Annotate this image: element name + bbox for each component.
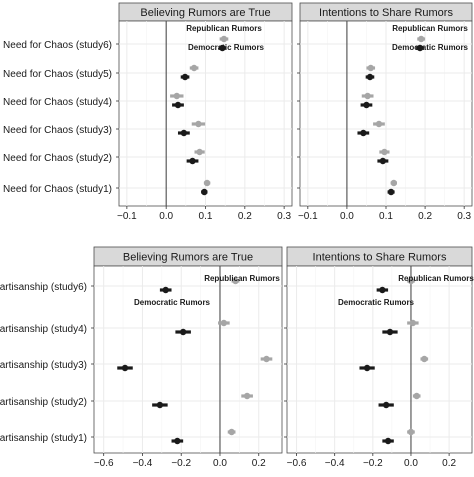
republican-point (173, 92, 180, 100)
republican-rumors-annotation: Republican Rumors (398, 274, 474, 283)
democratic-point (360, 129, 367, 137)
republican-rumors-annotation: Republican Rumors (392, 24, 468, 33)
x-tick-label: 0.1 (379, 211, 393, 222)
x-tick-label: 0.2 (252, 458, 266, 469)
x-tick-label: −0.2 (171, 458, 191, 469)
republican-rumors-annotation: Republican Rumors (204, 274, 280, 283)
democratic-point (174, 101, 182, 109)
republican-point (381, 148, 388, 156)
republican-point (390, 179, 398, 187)
republican-point (243, 392, 251, 400)
x-tick-label: 0.2 (238, 211, 252, 222)
y-category-label: Partisanship (study6) (0, 282, 87, 293)
republican-point (195, 120, 202, 128)
y-category-label: Need for Chaos (study1) (3, 184, 112, 195)
democratic-point (201, 188, 208, 196)
republican-rumors-annotation: Republican Rumors (186, 24, 262, 33)
x-tick-label: −0.6 (287, 458, 307, 469)
panel-1: Believing Rumors are True −0.1 0.0 0.1 0.2 0.… (3, 2, 293, 222)
x-tick-label: 0.0 (213, 458, 227, 469)
x-tick-label: 0.3 (277, 211, 291, 222)
democratic-point (174, 437, 181, 445)
y-category-label: Need for Chaos (study5) (3, 69, 112, 80)
panel-title: Believing Rumors are True (140, 7, 270, 19)
y-category-label: Partisanship (study2) (0, 397, 87, 408)
republican-point (364, 92, 371, 100)
democratic-point (219, 44, 226, 52)
republican-point (417, 35, 425, 43)
republican-point (228, 428, 235, 436)
democratic-point (387, 188, 395, 196)
x-tick-label: −0.1 (117, 211, 137, 222)
x-tick-label: 0.2 (442, 458, 456, 469)
y-category-label: Need for Chaos (study2) (3, 153, 112, 164)
x-tick-label: −0.4 (325, 458, 345, 469)
panel-title: Believing Rumors are True (123, 252, 253, 264)
panel-3: Believing Rumors are True −0.6 −0.4 −0.2 0.0… (0, 246, 283, 469)
x-tick-label: −0.1 (298, 211, 318, 222)
republican-point (190, 64, 198, 72)
x-tick-label: 0.1 (199, 211, 213, 222)
republican-point (407, 428, 415, 436)
republican-point (407, 277, 415, 285)
democratic-point (382, 401, 390, 409)
democratic-rumors-annotation: Democratic Rumors (134, 298, 211, 307)
democratic-rumors-annotation: Democratic Rumors (338, 298, 415, 307)
republican-point (220, 319, 228, 327)
democratic-point (363, 364, 371, 372)
democratic-point (366, 73, 374, 81)
democratic-point (416, 44, 424, 52)
democratic-point (363, 101, 370, 109)
democratic-point (179, 328, 187, 336)
democratic-point (181, 73, 189, 81)
republican-point (409, 319, 417, 327)
panel-2: Intentions to Share Rumors −0.1 0.0 0.1 0.2 0… (297, 2, 473, 222)
republican-point (263, 355, 270, 363)
panel-title: Intentions to Share Rumors (313, 252, 447, 264)
x-tick-label: 0.2 (418, 211, 432, 222)
republican-point (232, 277, 239, 285)
y-category-label: Partisanship (study3) (0, 360, 87, 371)
democratic-point (379, 286, 386, 294)
y-category-label: Need for Chaos (study3) (3, 125, 112, 136)
y-category-label: Partisanship (study4) (0, 324, 87, 335)
democratic-point (156, 401, 164, 409)
republican-point (375, 120, 383, 128)
y-category-label: Need for Chaos (study6) (3, 40, 112, 51)
y-category-label: Partisanship (study1) (0, 433, 87, 444)
democratic-point (189, 157, 196, 165)
democratic-point (162, 286, 169, 294)
x-tick-label: −0.4 (133, 458, 153, 469)
x-tick-label: 0.3 (457, 211, 471, 222)
x-tick-label: −0.6 (94, 458, 114, 469)
y-category-label: Need for Chaos (study4) (3, 97, 112, 108)
panel-4: Intentions to Share Rumors −0.6 −0.4 −0.2 0.… (284, 246, 474, 469)
republican-point (203, 179, 211, 187)
x-tick-label: 0.0 (340, 211, 354, 222)
democratic-point (384, 437, 392, 445)
democratic-point (379, 157, 387, 165)
x-tick-label: 0.0 (404, 458, 418, 469)
democratic-rumors-annotation: Democratic Rumors (392, 43, 469, 52)
republican-point (367, 64, 374, 72)
democratic-rumors-annotation: Democratic Rumors (188, 43, 265, 52)
panel-title: Intentions to Share Rumors (319, 7, 453, 19)
republican-point (196, 148, 203, 156)
x-tick-label: −0.2 (363, 458, 383, 469)
plot-area (93, 265, 283, 454)
x-tick-label: 0.0 (159, 211, 173, 222)
republican-point (220, 35, 228, 43)
democratic-point (386, 328, 394, 336)
plot-area (286, 265, 473, 454)
republican-point (413, 392, 420, 400)
republican-point (421, 355, 428, 363)
democratic-point (121, 364, 129, 372)
democratic-point (180, 129, 188, 137)
